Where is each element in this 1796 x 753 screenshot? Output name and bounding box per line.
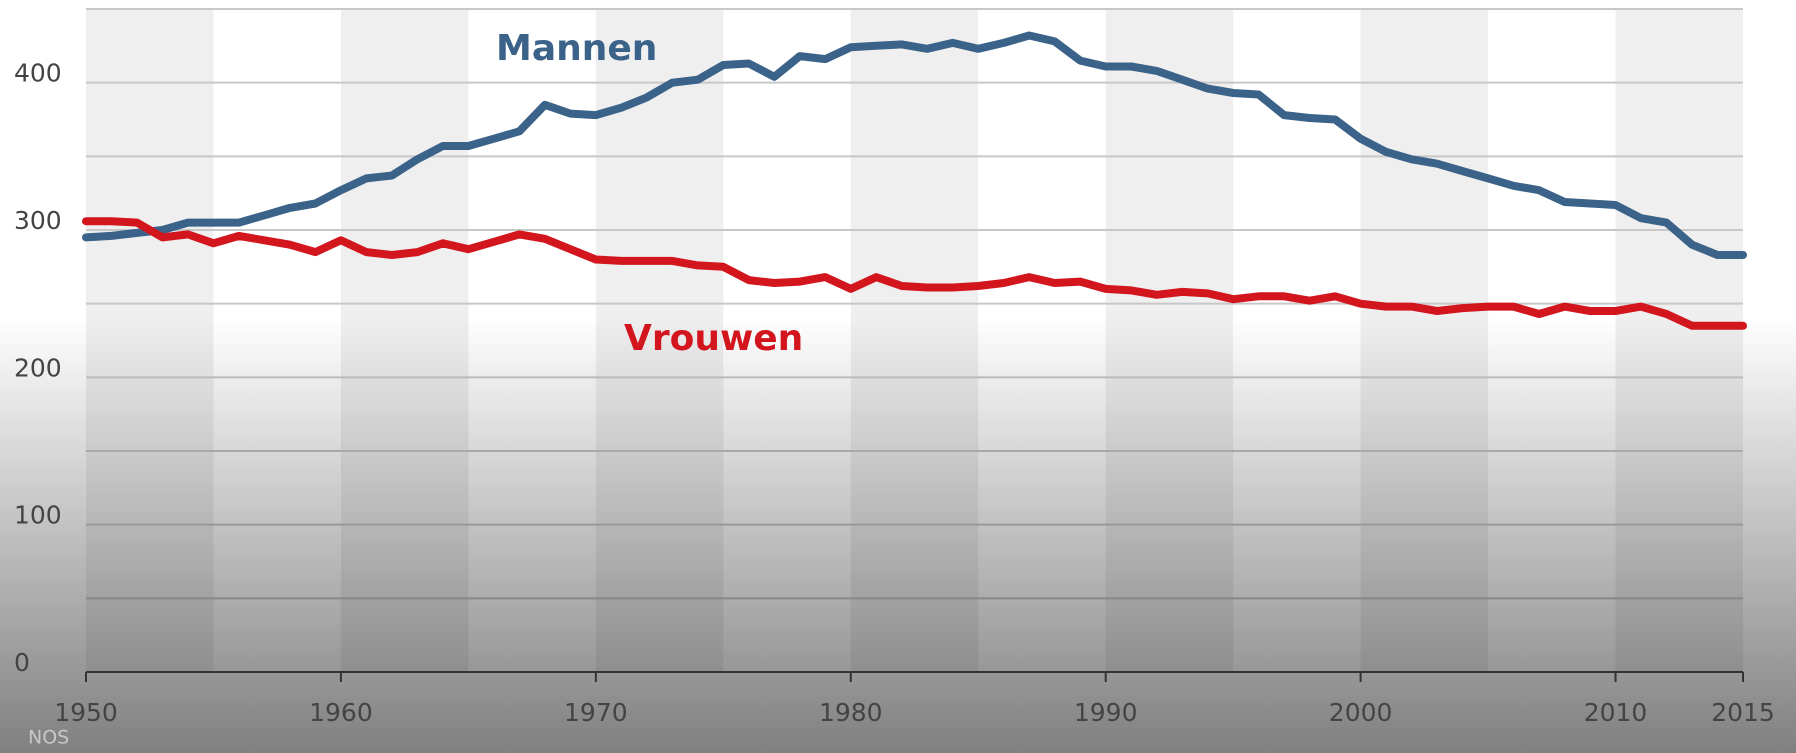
y-tick-label: 0 (14, 648, 30, 677)
x-tick-label: 2000 (1329, 698, 1393, 727)
x-tick-label: 1950 (54, 698, 118, 727)
y-tick-label: 200 (14, 353, 62, 382)
y-tick-label: 100 (14, 501, 62, 530)
series-line (82, 31, 1747, 259)
x-tick-label: 2010 (1584, 698, 1648, 727)
source: NOS (28, 727, 69, 749)
series-label: Mannen (496, 28, 657, 69)
y-tick-label: 400 (14, 59, 62, 88)
y-tick-label: 300 (14, 206, 62, 235)
x-tick-label: 1980 (819, 698, 883, 727)
series-line (82, 217, 1747, 330)
series-label: Vrouwen (624, 318, 803, 359)
x-tick-label: 1990 (1074, 698, 1138, 727)
x-tick-label: 2015 (1711, 698, 1775, 727)
x-tick-label: 1970 (564, 698, 628, 727)
x-tick-label: 1960 (309, 698, 373, 727)
